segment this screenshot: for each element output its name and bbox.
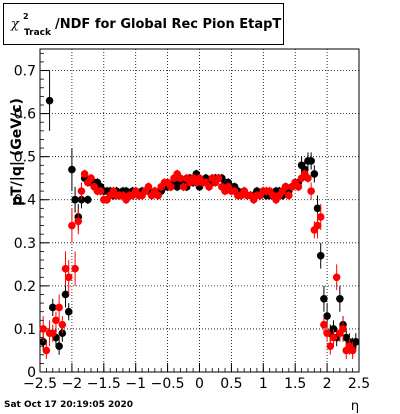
- x-tick-label: −0.5: [151, 376, 185, 392]
- data-point: [42, 346, 51, 355]
- data-point: [61, 264, 70, 273]
- data-point: [323, 329, 331, 338]
- data-point: [332, 273, 341, 282]
- y-tick-label: 0.3: [14, 236, 36, 252]
- data-point: [313, 221, 322, 230]
- data-point: [326, 342, 335, 350]
- data-point: [48, 303, 57, 312]
- data-point: [166, 183, 175, 191]
- x-tick-label: −2: [62, 376, 83, 392]
- y-tick-label: 0.4: [14, 193, 36, 209]
- data-point: [144, 183, 153, 191]
- data-point: [307, 157, 315, 165]
- x-tick-label: 2: [323, 376, 332, 392]
- title-chi-symbol: χ: [11, 17, 19, 32]
- x-tick-labels: −2.5 −2 −1.5 −1 −0.5 0 0.5 1 1.5 2 2.5: [23, 376, 370, 392]
- y-axis-label: pT/|q| (GeV/c): [9, 98, 25, 206]
- data-point: [205, 183, 213, 191]
- data-point: [281, 183, 290, 191]
- data-point: [58, 320, 67, 329]
- data-point: [179, 183, 188, 191]
- data-point: [77, 187, 86, 195]
- y-tick-label: 0.6: [14, 107, 36, 123]
- data-point: [80, 170, 89, 178]
- x-tick-label: −1: [125, 376, 146, 392]
- y-tick-label: 0.1: [14, 322, 36, 338]
- y-tick-labels: 0 0.1 0.2 0.3 0.4 0.5 0.6 0.7: [14, 64, 36, 381]
- data-point: [352, 338, 360, 346]
- y-tick-label: 0.2: [14, 279, 36, 295]
- data-point: [316, 213, 325, 221]
- data-point: [214, 174, 223, 182]
- y-tick-label: 0: [27, 365, 36, 381]
- data-point: [339, 325, 347, 333]
- x-tick-label: 1: [259, 376, 268, 392]
- data-point: [176, 174, 185, 182]
- data-point: [348, 346, 357, 355]
- series-0: [39, 70, 360, 355]
- title-text: /NDF for Global Rec Pion EtapT: [55, 17, 282, 32]
- data-point: [316, 251, 325, 260]
- data-point: [71, 264, 79, 273]
- title-superscript: 2: [23, 12, 29, 21]
- data-point: [55, 303, 63, 312]
- x-tick-label: 2.5: [348, 376, 370, 392]
- data-point: [68, 165, 76, 174]
- data-point: [64, 273, 73, 282]
- x-tick-label: 0: [195, 376, 204, 392]
- data-point: [285, 191, 293, 200]
- data-point: [55, 342, 63, 350]
- data-point: [329, 333, 338, 342]
- y-tick-label: 0.7: [14, 64, 36, 80]
- series-1: [39, 169, 357, 360]
- data-point: [61, 290, 70, 299]
- data-point: [323, 312, 331, 320]
- data-point: [304, 174, 312, 182]
- data-point: [307, 187, 315, 195]
- data-point: [39, 325, 47, 333]
- data-point: [52, 316, 60, 325]
- data-point: [68, 221, 76, 230]
- data-point: [154, 191, 162, 200]
- x-tick-label: −2.5: [23, 376, 57, 392]
- data-point: [320, 320, 328, 329]
- x-tick-label: 0.5: [220, 376, 242, 392]
- data-point: [87, 174, 95, 182]
- data-point: [71, 195, 79, 204]
- data-point: [64, 307, 73, 316]
- data-series: [39, 70, 360, 360]
- timestamp: Sat Oct 17 20:19:05 2020: [4, 400, 134, 410]
- data-point: [313, 204, 322, 213]
- axis-ticks: [39, 52, 360, 373]
- data-point: [74, 217, 83, 226]
- title-box: χ 2 Track /NDF for Global Rec Pion EtapT: [3, 3, 284, 45]
- data-point: [84, 195, 92, 204]
- data-point: [48, 329, 57, 338]
- data-point: [310, 170, 319, 178]
- y-tick-label: 0.5: [14, 150, 36, 166]
- data-point: [96, 187, 105, 195]
- data-point: [320, 294, 328, 303]
- x-tick-label: −1.5: [87, 376, 121, 392]
- title-subscript: Track: [24, 28, 51, 38]
- x-tick-label: 1.5: [284, 376, 306, 392]
- data-point: [294, 183, 303, 191]
- data-point: [45, 96, 54, 105]
- data-point: [336, 294, 344, 303]
- grid-lines: [40, 49, 359, 372]
- x-axis-label: η: [351, 399, 359, 414]
